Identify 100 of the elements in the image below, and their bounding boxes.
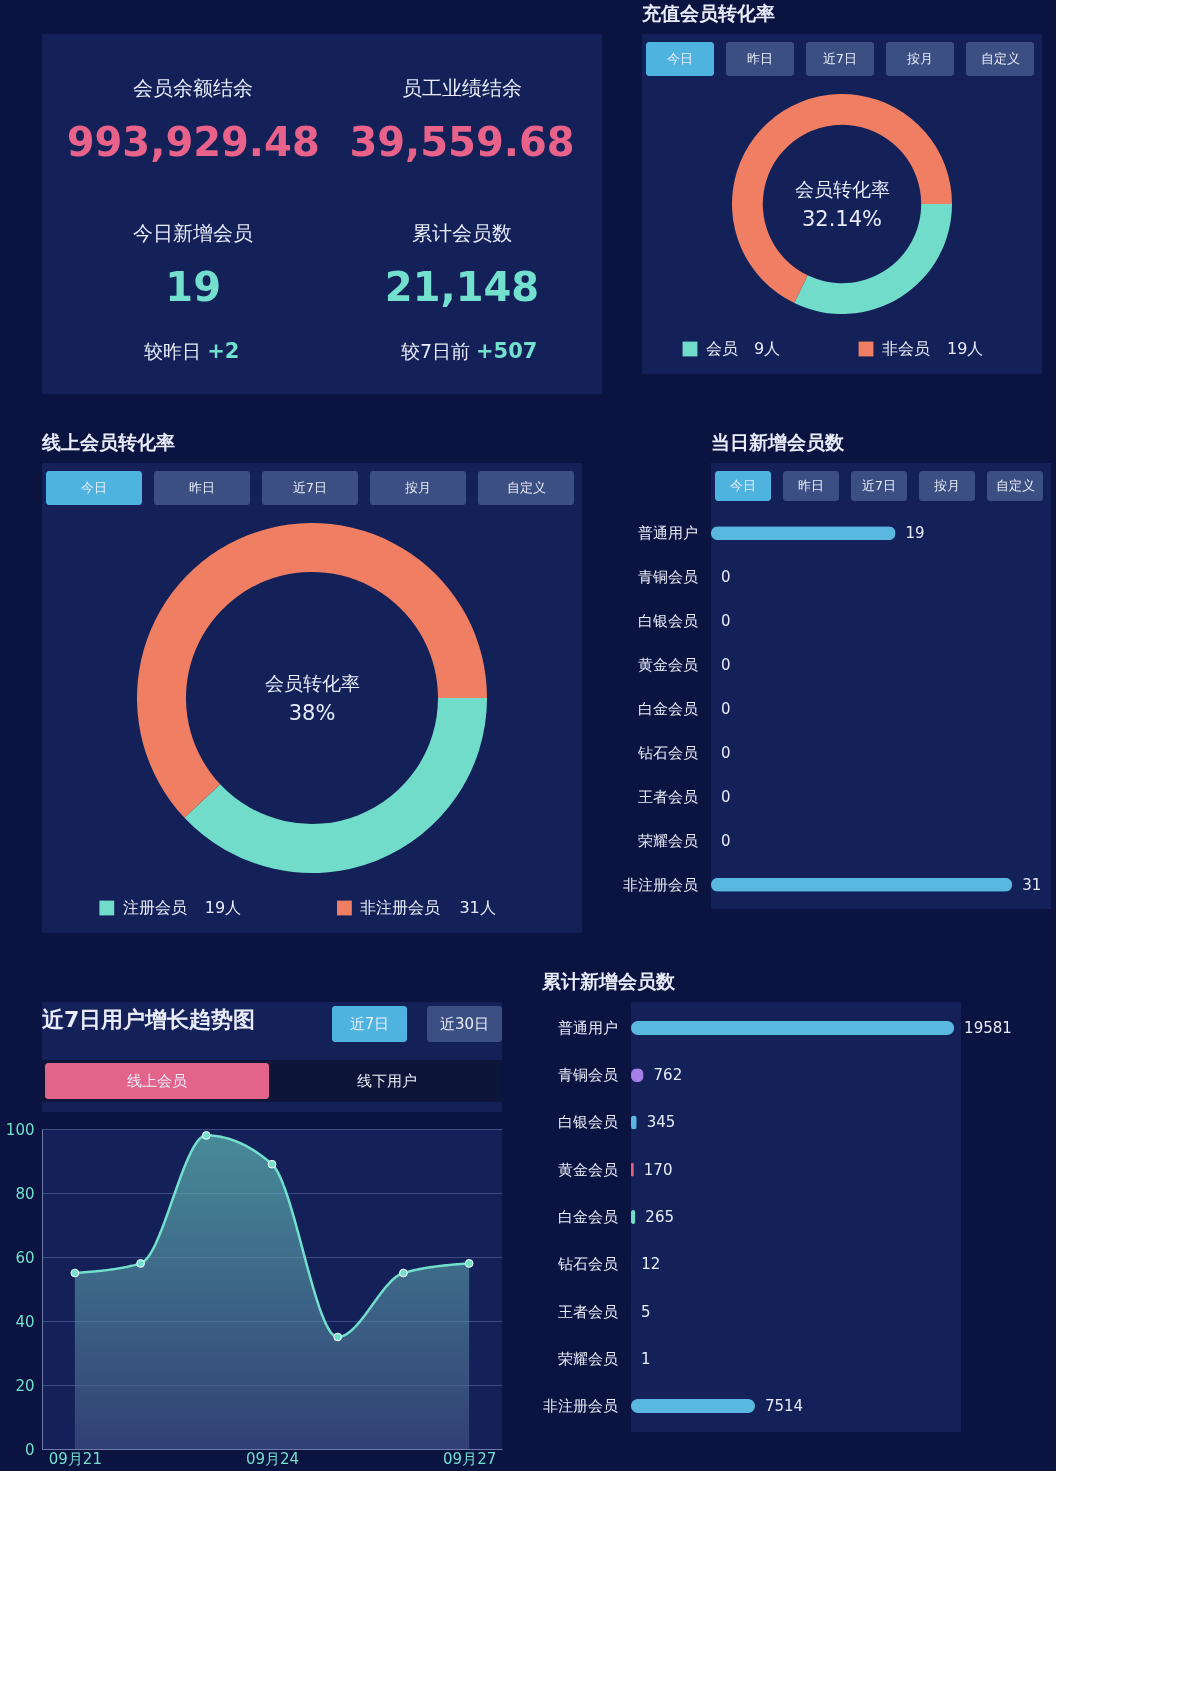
text: 近7日 — [349, 1015, 390, 1033]
text: 按月 — [405, 480, 431, 495]
text: 累计会员数 — [412, 221, 512, 245]
data-label: 9人 — [754, 339, 781, 358]
legend-label: 会员 — [706, 339, 738, 358]
y-tick-label: 0 — [24, 1440, 35, 1459]
y-tick-label: 荣耀会员 — [557, 1349, 618, 1368]
point — [464, 1259, 474, 1268]
data-label: 31 — [1022, 875, 1042, 894]
donut-slice — [184, 698, 487, 873]
y-tick-label: 王者会员 — [557, 1302, 618, 1321]
data-label: 0 — [721, 656, 731, 675]
text: 按月 — [907, 51, 933, 66]
text: 较昨日 — [144, 340, 202, 362]
legend-label: 注册会员 — [122, 898, 187, 917]
point — [136, 1259, 145, 1268]
data-label: 5 — [641, 1302, 651, 1321]
x-tick-label: 09月21 — [48, 1449, 102, 1468]
data-label: 19581 — [964, 1018, 1012, 1037]
y-tick-label: 非注册会员 — [622, 875, 698, 894]
point — [399, 1268, 408, 1278]
data-label: 762 — [653, 1066, 683, 1085]
data-label: 12 — [641, 1255, 661, 1274]
text: 21,148 — [384, 264, 540, 310]
legend-label: 非注册会员 — [360, 898, 441, 917]
text: 今日 — [667, 51, 693, 66]
data-label: 265 — [645, 1208, 675, 1226]
y-tick-label: 非注册会员 — [542, 1397, 618, 1416]
text: 按月 — [934, 478, 960, 493]
y-tick-label: 60 — [15, 1248, 35, 1267]
text: 会员余额结余 — [133, 76, 254, 100]
point — [70, 1268, 80, 1278]
text: 员工业绩结余 — [402, 76, 522, 100]
text: 近7日 — [861, 478, 897, 493]
text: 今日 — [81, 480, 107, 495]
data-label: 7514 — [764, 1397, 804, 1416]
data-label: 170 — [643, 1160, 673, 1179]
text: 32.14% — [801, 207, 883, 231]
data-label: 0 — [721, 743, 731, 762]
text: 昨日 — [747, 51, 773, 66]
text: 昨日 — [798, 478, 824, 493]
text: 自定义 — [980, 51, 1020, 66]
chart-title: 线上会员转化率 — [41, 431, 175, 453]
data-label: 0 — [721, 700, 731, 718]
text: 自定义 — [506, 480, 546, 495]
y-tick-label: 青铜会员 — [557, 1066, 618, 1085]
y-tick-label: 40 — [15, 1312, 35, 1331]
point — [201, 1131, 211, 1140]
chart-title: 充值会员转化率 — [641, 2, 775, 24]
bar — [631, 1020, 955, 1035]
text: 19 — [165, 264, 222, 310]
text: +2 — [207, 339, 240, 363]
y-tick-label: 黄金会员 — [557, 1160, 618, 1179]
chart-title: 近7日用户增长趋势图 — [41, 1007, 256, 1032]
y-tick-label: 普通用户 — [637, 524, 698, 543]
y-tick-label: 钻石会员 — [556, 1255, 618, 1274]
y-tick-label: 80 — [15, 1184, 35, 1203]
text: 线上会员 — [127, 1072, 187, 1090]
text: +507 — [476, 339, 538, 363]
text: 昨日 — [189, 480, 215, 495]
text: 近30日 — [439, 1015, 490, 1033]
data-label: 0 — [721, 787, 731, 806]
data-label: 31人 — [459, 898, 496, 917]
data-label: 0 — [721, 612, 731, 631]
y-tick-label: 钻石会员 — [636, 743, 698, 762]
y-tick-label: 20 — [15, 1376, 35, 1395]
y-tick-label: 白银会员 — [557, 1113, 618, 1132]
chart-title: 累计新增会员数 — [541, 970, 676, 992]
y-tick-label: 白金会员 — [557, 1208, 618, 1226]
y-tick-label: 白银会员 — [637, 612, 698, 631]
y-tick-label: 荣耀会员 — [637, 831, 698, 850]
text: 线下用户 — [357, 1072, 417, 1090]
text: 较7日前 — [400, 340, 470, 362]
x-tick-label: 09月27 — [443, 1449, 497, 1468]
y-tick-label: 白金会员 — [637, 700, 698, 718]
y-tick-label: 普通用户 — [557, 1018, 618, 1037]
data-label: 1 — [641, 1349, 651, 1368]
text: 993,929.48 — [66, 119, 320, 165]
point — [267, 1159, 277, 1169]
text: 近7日 — [292, 480, 328, 495]
text: 近7日 — [822, 51, 858, 66]
data-label: 19 — [905, 524, 925, 543]
data-label: 0 — [721, 568, 731, 587]
x-tick-label: 09月24 — [245, 1449, 300, 1468]
text: 39,559.68 — [349, 119, 575, 165]
bar — [631, 1399, 755, 1414]
donut-slice — [794, 204, 952, 314]
donut-slice — [732, 94, 952, 304]
text: 38% — [288, 701, 336, 725]
donut-slice — [137, 523, 487, 818]
y-tick-label: 100 — [5, 1120, 35, 1139]
text: 会员转化率 — [264, 672, 360, 694]
data-label: 19人 — [204, 898, 242, 917]
legend-label: 非会员 — [882, 339, 930, 358]
y-tick-label: 黄金会员 — [637, 656, 698, 675]
chart-title: 当日新增会员数 — [711, 431, 845, 453]
text: 会员转化率 — [794, 178, 890, 200]
text: 自定义 — [995, 478, 1035, 493]
text: 今日 — [730, 478, 756, 493]
data-label: 0 — [721, 831, 731, 850]
